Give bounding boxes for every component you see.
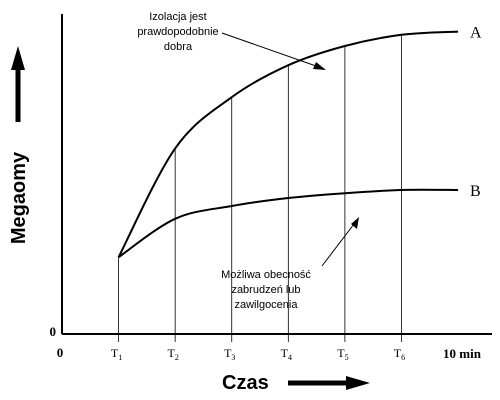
x-origin-label: 0 <box>57 345 64 360</box>
annotation-good-insulation: Izolacja jest prawdopodobnie dobra <box>137 11 326 70</box>
annotation-bad-arrowhead-icon <box>351 217 359 229</box>
annotation-good-line-1: Izolacja jest <box>149 11 206 23</box>
x-tick-label-T6: T6 <box>394 346 405 362</box>
annotations: Izolacja jest prawdopodobnie dobra Możli… <box>137 11 359 311</box>
annotation-good-arrow <box>221 32 317 67</box>
series-line-A <box>117 30 459 258</box>
annotation-bad-line-2: zabrudzeń lub <box>231 284 300 296</box>
annotation-bad-line-1: Możliwa obecność <box>221 269 311 281</box>
annotation-contamination: Możliwa obecność zabrudzeń lub zawilgoce… <box>221 217 359 311</box>
x-end-label: 10 min <box>443 346 482 361</box>
x-tick-label-T3: T3 <box>224 346 235 362</box>
x-tick-label-T2: T2 <box>167 346 178 362</box>
x-tick-label-T5: T5 <box>337 346 348 362</box>
y-axis-arrow-icon <box>11 46 25 122</box>
annotation-bad-arrow <box>321 223 355 267</box>
annotation-good-arrowhead-icon <box>313 62 326 70</box>
series-line-B <box>118 188 459 259</box>
series-label-A: A <box>470 25 482 42</box>
y-origin-label: 0 <box>50 324 57 339</box>
tick-labels: T1 T2 T3 T4 T5 T6 <box>111 346 405 362</box>
x-tick-label-T1: T1 <box>111 346 122 362</box>
x-axis-label: Czas <box>222 372 269 394</box>
annotation-good-line-2: prawdopodobnie <box>137 26 218 38</box>
x-axis-arrow-icon <box>288 376 370 390</box>
annotation-good-line-3: dobra <box>164 41 193 53</box>
y-axis-label: Megaomy <box>8 151 30 244</box>
x-tick-label-T4: T4 <box>281 346 292 362</box>
series-label-B: B <box>470 183 481 200</box>
series-group: AB <box>117 25 482 259</box>
annotation-bad-line-3: zawilgocenia <box>235 299 299 311</box>
